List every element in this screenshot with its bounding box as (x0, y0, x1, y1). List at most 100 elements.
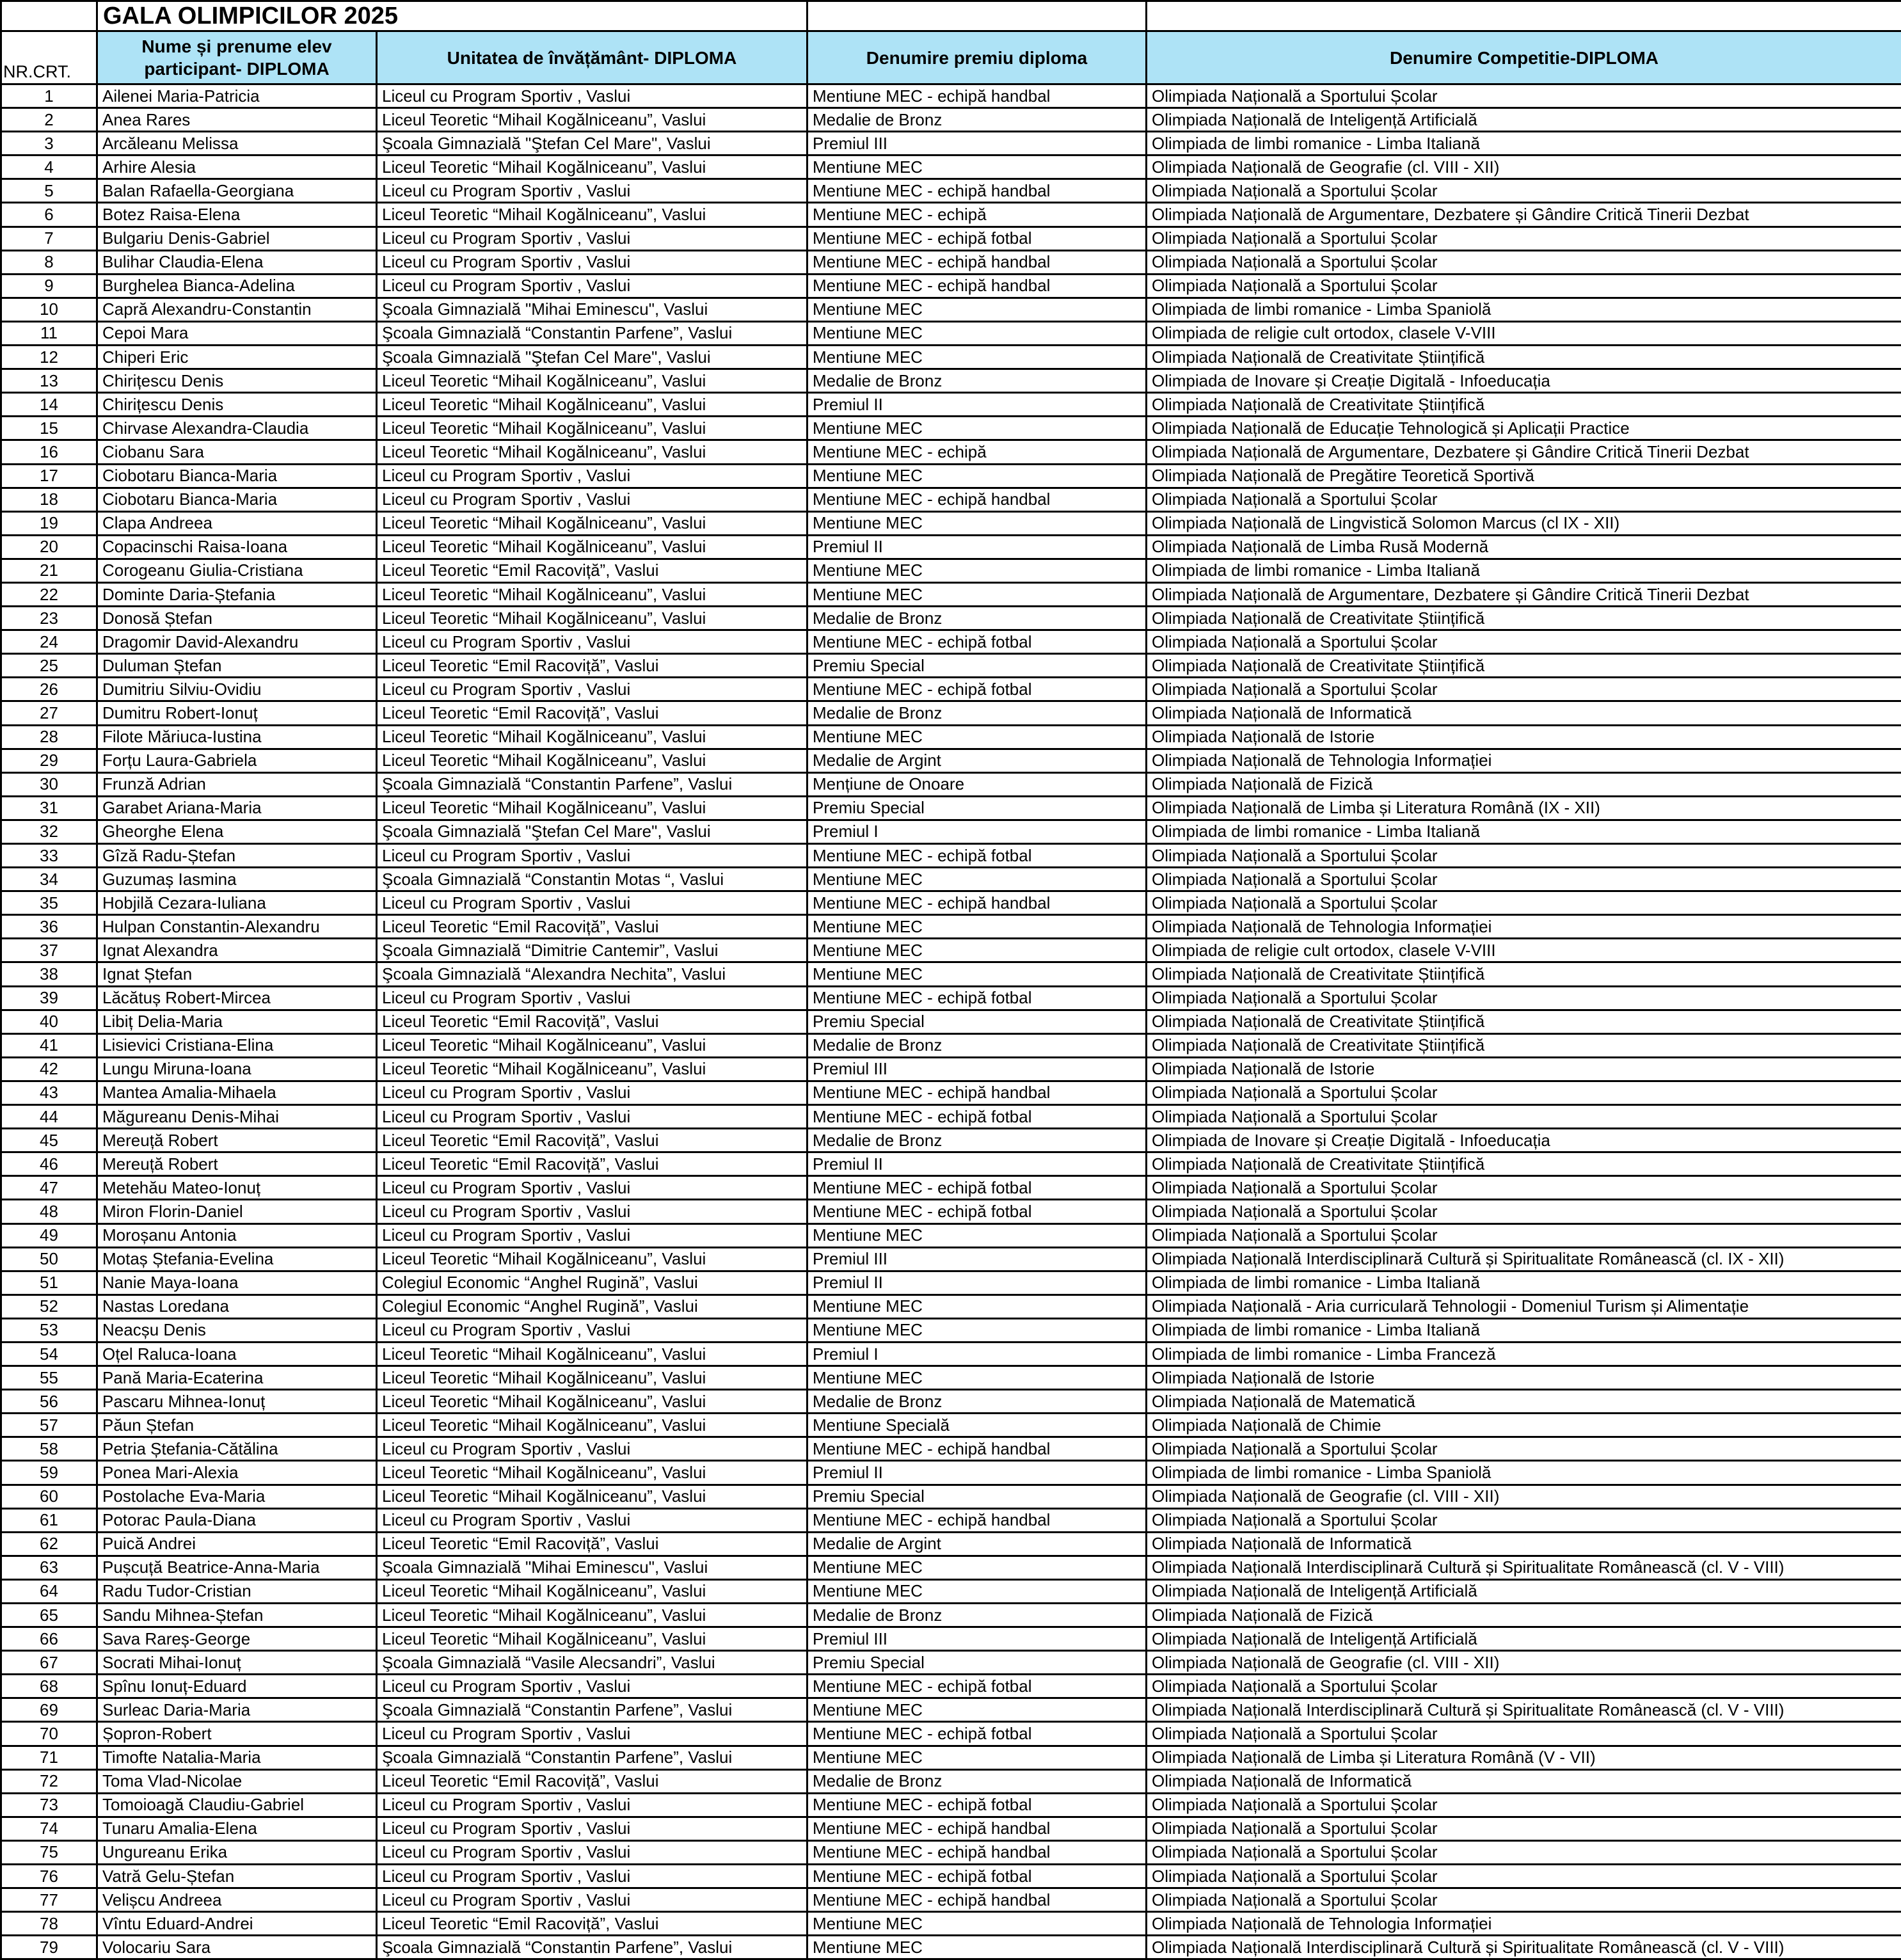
header-row: NR.CRT. Nume și prenume elev participant… (0, 30, 1901, 85)
cell-nr: 4 (0, 154, 98, 180)
cell-nr: 42 (0, 1056, 98, 1082)
cell-competition: Olimpiada de limbi romanice - Limba Ital… (1145, 1317, 1901, 1343)
cell-prize: Medalie de Bronz (806, 1032, 1147, 1058)
cell-competition: Olimpiada Națională de Geografie (cl. VI… (1145, 1650, 1901, 1676)
cell-prize: Premiul III (806, 1246, 1147, 1272)
cell-school: Şcoala Gimnazială “Constantin Parfene”, … (376, 320, 808, 347)
cell-nr: 28 (0, 724, 98, 750)
cell-school: Liceul cu Program Sportiv , Vaslui (376, 225, 808, 251)
table-row: 74 Tunaru Amalia-Elena Liceul cu Program S… (0, 1815, 1901, 1842)
cell-competition: Olimpiada de limbi romanice - Limba Ital… (1145, 818, 1901, 845)
table-row: 75 Ungureanu Erika Liceul cu Program Sport… (0, 1839, 1901, 1866)
cell-prize: Mentiune MEC - echipă handbal (806, 249, 1147, 275)
cell-school: Liceul cu Program Sportiv , Vaslui (376, 1839, 808, 1866)
cell-name: Frunză Adrian (96, 771, 378, 797)
cell-name: Dumitriu Silviu-Ovidiu (96, 676, 378, 703)
cell-competition: Olimpiada Națională a Sportului Școlar (1145, 1792, 1901, 1818)
cell-nr: 69 (0, 1697, 98, 1723)
table-row: 65 Sandu Mihnea-Ștefan Liceul Teoretic “Mi… (0, 1602, 1901, 1629)
table-row: 31 Garabet Ariana-Maria Liceul Teoretic “M… (0, 795, 1901, 821)
cell-name: Toma Vlad-Nicolae (96, 1768, 378, 1794)
cell-school: Liceul Teoretic “Mihail Kogălniceanu”, V… (376, 1460, 808, 1486)
cell-nr: 18 (0, 486, 98, 513)
table-row: 23 Donosă Ștefan Liceul Teoretic “Mihail K… (0, 605, 1901, 632)
table-row: 5 Balan Rafaella-Georgiana Liceul cu Progr… (0, 178, 1901, 204)
page-title: GALA OLIMPICILOR 2025 (96, 0, 808, 32)
cell-prize: Mentiune MEC - echipă fotbal (806, 1104, 1147, 1130)
table-row: 15 Chirvase Alexandra-Claudia Liceul Teore… (0, 415, 1901, 442)
table-row: 34 Guzumaș Iasmina Şcoala Gimnazială “Cons… (0, 866, 1901, 893)
cell-prize: Mentiune MEC - echipă handbal (806, 1436, 1147, 1462)
title-row: GALA OLIMPICILOR 2025 (0, 0, 1901, 32)
table-row: 61 Potorac Paula-Diana Liceul cu Program S… (0, 1507, 1901, 1533)
cell-name: Lisievici Cristiana-Elina (96, 1032, 378, 1058)
cell-competition: Olimpiada Națională de Fizică (1145, 771, 1901, 797)
cell-nr: 29 (0, 747, 98, 774)
cell-school: Şcoala Gimnazială “Constantin Parfene”, … (376, 1697, 808, 1723)
cell-nr: 40 (0, 1008, 98, 1035)
cell-prize: Mentiune MEC - echipă handbal (806, 273, 1147, 299)
cell-competition: Olimpiada Națională a Sportului Școlar (1145, 1080, 1901, 1106)
cell-competition: Olimpiada Națională a Sportului Școlar (1145, 273, 1901, 299)
cell-nr: 25 (0, 653, 98, 679)
cell-prize: Medalie de Argint (806, 1531, 1147, 1557)
cell-prize: Premiul II (806, 1270, 1147, 1296)
cell-nr: 6 (0, 202, 98, 228)
cell-school: Liceul Teoretic “Mihail Kogălniceanu”, V… (376, 392, 808, 418)
cell-name: Lăcătuș Robert-Mircea (96, 985, 378, 1011)
cell-name: Păun Ștefan (96, 1412, 378, 1438)
cell-name: Hulpan Constantin-Alexandru (96, 914, 378, 940)
cell-nr: 30 (0, 771, 98, 797)
cell-name: Arhire Alesia (96, 154, 378, 180)
cell-school: Liceul Teoretic “Mihail Kogălniceanu”, V… (376, 1056, 808, 1082)
cell-prize: Mentiune MEC - echipă fotbal (806, 1721, 1147, 1747)
cell-name: Vatră Gelu-Ștefan (96, 1863, 378, 1890)
cell-nr: 47 (0, 1175, 98, 1201)
cell-nr: 44 (0, 1104, 98, 1130)
cell-competition: Olimpiada Națională de Argumentare, Dezb… (1145, 202, 1901, 228)
cell-competition: Olimpiada Națională a Sportului Școlar (1145, 1436, 1901, 1462)
table-row: 69 Surleac Daria-Maria Şcoala Gimnazială “… (0, 1697, 1901, 1723)
cell-prize: Mentiune MEC - echipă fotbal (806, 842, 1147, 869)
cell-nr: 3 (0, 131, 98, 157)
cell-nr: 67 (0, 1650, 98, 1676)
cell-prize: Premiul II (806, 1460, 1147, 1486)
cell-competition: Olimpiada de Inovare și Creație Digitală… (1145, 368, 1901, 394)
cell-competition: Olimpiada Națională de Tehnologia Inform… (1145, 1911, 1901, 1937)
table-row: 30 Frunză Adrian Şcoala Gimnazială “Consta… (0, 771, 1901, 797)
cell-nr: 10 (0, 296, 98, 323)
table-row: 37 Ignat Alexandra Şcoala Gimnazială “Dimi… (0, 937, 1901, 964)
cell-name: Lungu Miruna-Ioana (96, 1056, 378, 1082)
cell-competition: Olimpiada Națională de Inteligență Artif… (1145, 1626, 1901, 1652)
cell-competition: Olimpiada Națională de Matematică (1145, 1389, 1901, 1415)
cell-nr: 68 (0, 1673, 98, 1700)
table-row: 76 Vatră Gelu-Ștefan Liceul cu Program Spo… (0, 1863, 1901, 1890)
cell-competition: Olimpiada Națională de Istorie (1145, 1365, 1901, 1391)
table-row: 13 Chirițescu Denis Liceul Teoretic “Mihai… (0, 368, 1901, 394)
cell-nr: 39 (0, 985, 98, 1011)
cell-school: Liceul Teoretic “Emil Racoviță”, Vaslui (376, 914, 808, 940)
cell-competition: Olimpiada Națională a Sportului Școlar (1145, 225, 1901, 251)
cell-competition: Olimpiada Națională de Informatică (1145, 1768, 1901, 1794)
cell-prize: Mentiune MEC (806, 344, 1147, 370)
cell-competition: Olimpiada Națională de Tehnologia Inform… (1145, 747, 1901, 774)
cell-school: Liceul Teoretic “Emil Racoviță”, Vaslui (376, 1127, 808, 1154)
cell-nr: 22 (0, 581, 98, 608)
table-row: 14 Chirițescu Denis Liceul Teoretic “Mihai… (0, 392, 1901, 418)
cell-school: Liceul Teoretic “Mihail Kogălniceanu”, V… (376, 724, 808, 750)
cell-prize: Premiu Special (806, 1650, 1147, 1676)
table-row: 49 Moroșanu Antonia Liceul cu Program Spor… (0, 1222, 1901, 1248)
cell-name: Ungureanu Erika (96, 1839, 378, 1866)
cell-school: Liceul cu Program Sportiv , Vaslui (376, 842, 808, 869)
cell-prize: Mentiune MEC (806, 1365, 1147, 1391)
table-row: 33 Gîză Radu-Ștefan Liceul cu Program Spor… (0, 842, 1901, 869)
table-row: 36 Hulpan Constantin-Alexandru Liceul Teor… (0, 914, 1901, 940)
cell-school: Liceul cu Program Sportiv , Vaslui (376, 1175, 808, 1201)
cell-prize: Premiu Special (806, 795, 1147, 821)
cell-competition: Olimpiada Națională a Sportului Școlar (1145, 1815, 1901, 1842)
table-row: 16 Ciobanu Sara Liceul Teoretic “Mihail Ko… (0, 439, 1901, 465)
cell-nr: 20 (0, 534, 98, 560)
cell-school: Liceul cu Program Sportiv , Vaslui (376, 1199, 808, 1225)
cell-prize: Premiu Special (806, 1008, 1147, 1035)
